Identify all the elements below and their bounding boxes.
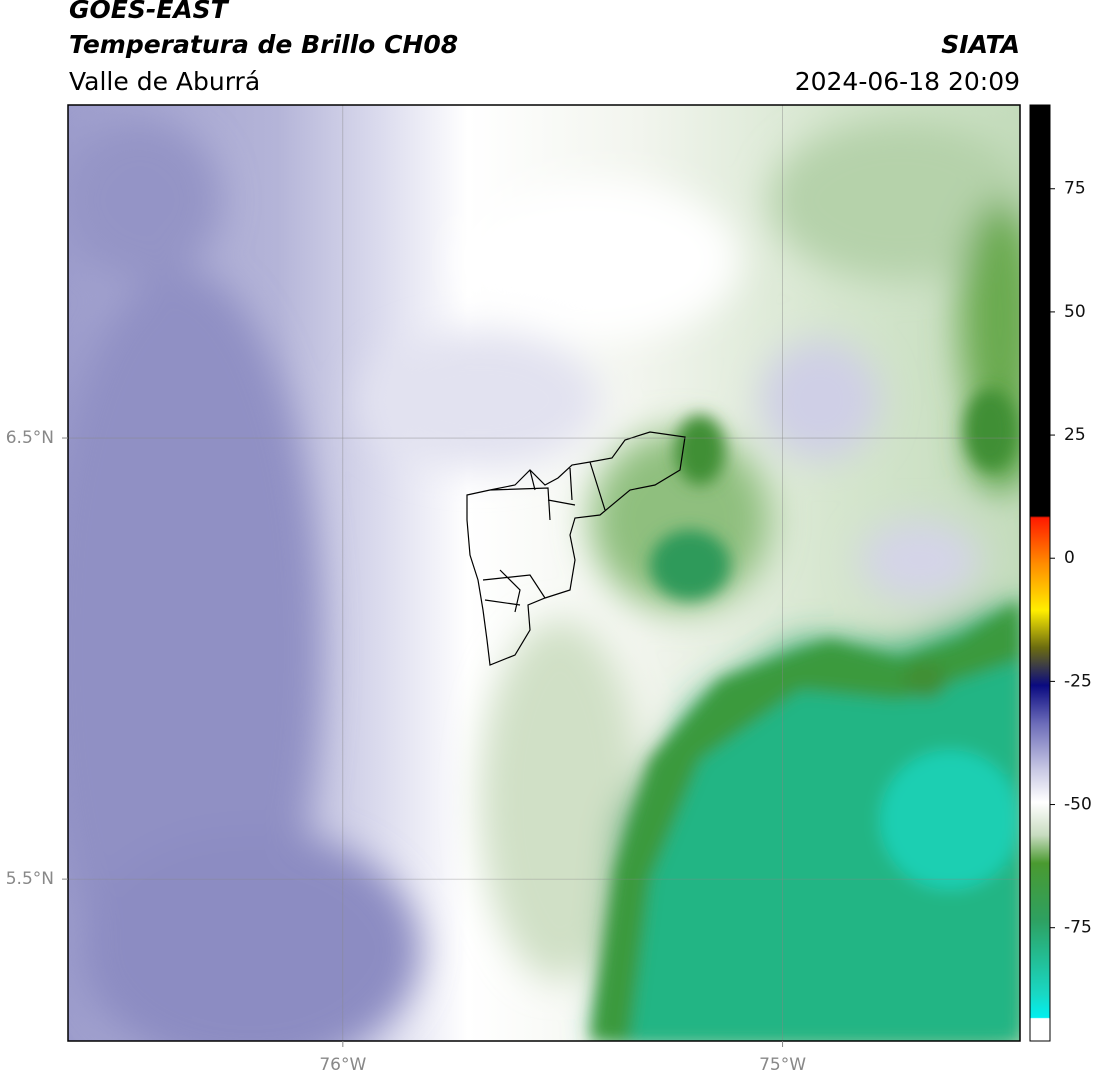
colorbar-tick-label: 50 xyxy=(1064,302,1086,322)
subtitle: Temperatura de Brillo CH08 xyxy=(69,30,458,59)
datetime: 2024-06-18 20:09 xyxy=(795,67,1020,96)
source: SIATA xyxy=(941,30,1020,59)
x-tick-label: 76°W xyxy=(319,1055,366,1075)
colorbar-tick-label: -50 xyxy=(1064,795,1092,815)
region: Valle de Aburrá xyxy=(69,67,260,96)
title: GOES-EAST xyxy=(69,0,230,24)
x-tick-label: 75°W xyxy=(759,1055,806,1075)
y-tick-label: 5.5°N xyxy=(6,869,54,889)
y-tick-label: 6.5°N xyxy=(6,428,54,448)
satellite-image xyxy=(68,105,1020,1041)
colorbar-tick-label: 75 xyxy=(1064,179,1086,199)
colorbar-tick-label: 0 xyxy=(1064,548,1075,568)
colorbar xyxy=(1029,104,1051,1042)
colorbar-tick-label: -25 xyxy=(1064,671,1092,691)
colorbar-tick-label: -75 xyxy=(1064,918,1092,938)
map-frame xyxy=(67,104,1021,1042)
colorbar-tick-label: 25 xyxy=(1064,425,1086,445)
